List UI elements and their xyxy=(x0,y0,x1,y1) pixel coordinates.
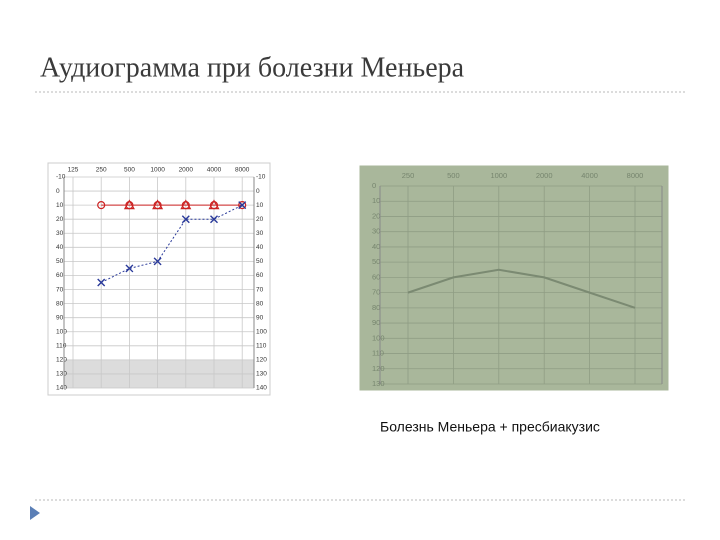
y-tick-label: 50 xyxy=(56,258,64,265)
x-tick-label: 500 xyxy=(447,171,460,180)
x-tick-label: 2000 xyxy=(179,167,194,174)
y-tick-label: 30 xyxy=(372,227,380,236)
y-tick-label: 60 xyxy=(256,272,264,279)
y-tick-label: 120 xyxy=(372,364,385,373)
y-tick-label: 140 xyxy=(56,385,67,392)
x-tick-label: 125 xyxy=(68,167,79,174)
y-tick-label: 110 xyxy=(372,349,384,358)
y-tick-label: 30 xyxy=(56,230,64,237)
y-tick-label: 20 xyxy=(56,216,64,223)
slide-title: Аудиограмма при болезни Меньера xyxy=(40,52,465,83)
marker xyxy=(181,215,190,224)
x-tick-label: 8000 xyxy=(627,171,644,180)
y-tick-label: 90 xyxy=(56,314,64,321)
x-tick-label: 250 xyxy=(402,171,415,180)
y-tick-label: 60 xyxy=(56,272,64,279)
y-tick-label: 20 xyxy=(256,216,264,223)
y-tick-label: 50 xyxy=(256,258,264,265)
x-tick-label: 250 xyxy=(96,167,107,174)
x-tick-label: 2000 xyxy=(536,171,553,180)
y-tick-label: 100 xyxy=(256,328,267,335)
y-tick-label: 70 xyxy=(372,288,380,297)
y-tick-label: 90 xyxy=(372,318,380,327)
y-tick-label: 100 xyxy=(372,333,385,342)
y-tick-label: 70 xyxy=(256,286,264,293)
y-tick-label: -10 xyxy=(256,174,266,181)
y-tick-label: 20 xyxy=(372,211,380,220)
marker xyxy=(97,201,106,210)
y-tick-label: 120 xyxy=(256,357,267,364)
y-tick-label: 80 xyxy=(372,303,380,312)
x-tick-label: 4000 xyxy=(581,171,598,180)
marker xyxy=(153,257,162,266)
y-tick-label: 130 xyxy=(56,371,67,378)
y-tick-label: 80 xyxy=(56,300,64,307)
y-tick-label: 40 xyxy=(372,242,380,251)
x-tick-label: 4000 xyxy=(207,167,222,174)
caption: Болезнь Меньера + пресбиакузис xyxy=(380,419,600,435)
y-tick-label: 10 xyxy=(372,196,380,205)
y-tick-label: 90 xyxy=(256,314,264,321)
x-tick-label: 8000 xyxy=(235,167,250,174)
y-tick-label: 40 xyxy=(56,244,64,251)
series-line xyxy=(407,268,636,309)
x-tick-label: 1000 xyxy=(150,167,165,174)
y-tick-label: 10 xyxy=(256,202,264,209)
y-tick-label: 100 xyxy=(56,328,67,335)
y-tick-label: 30 xyxy=(256,230,264,237)
marker xyxy=(208,199,220,210)
y-tick-label: 130 xyxy=(372,379,385,388)
y-tick-label: -10 xyxy=(56,174,66,181)
marker xyxy=(123,199,135,210)
y-tick-label: 40 xyxy=(256,244,264,251)
y-tick-label: 120 xyxy=(56,357,67,364)
y-tick-label: 0 xyxy=(256,188,260,195)
marker xyxy=(152,199,164,210)
y-tick-label: 0 xyxy=(372,181,376,190)
y-tick-label: 110 xyxy=(256,343,267,350)
y-tick-label: 80 xyxy=(256,300,264,307)
marker xyxy=(210,215,218,224)
y-tick-label: 0 xyxy=(56,188,60,195)
y-tick-label: 110 xyxy=(56,343,67,350)
chart-background xyxy=(359,165,669,391)
marker xyxy=(97,278,106,287)
marker xyxy=(238,201,247,210)
x-tick-label: 500 xyxy=(124,167,135,174)
marker xyxy=(125,264,134,273)
marker xyxy=(180,199,192,210)
y-tick-label: 60 xyxy=(372,272,380,281)
x-tick-label: 1000 xyxy=(490,171,507,180)
y-tick-label: 10 xyxy=(56,202,64,209)
y-tick-label: 70 xyxy=(56,286,64,293)
marker xyxy=(238,201,247,210)
series-line xyxy=(100,204,243,283)
bullet xyxy=(30,506,40,520)
y-tick-label: 50 xyxy=(372,257,380,266)
y-tick-label: 140 xyxy=(256,385,267,392)
y-tick-label: 130 xyxy=(256,371,267,378)
